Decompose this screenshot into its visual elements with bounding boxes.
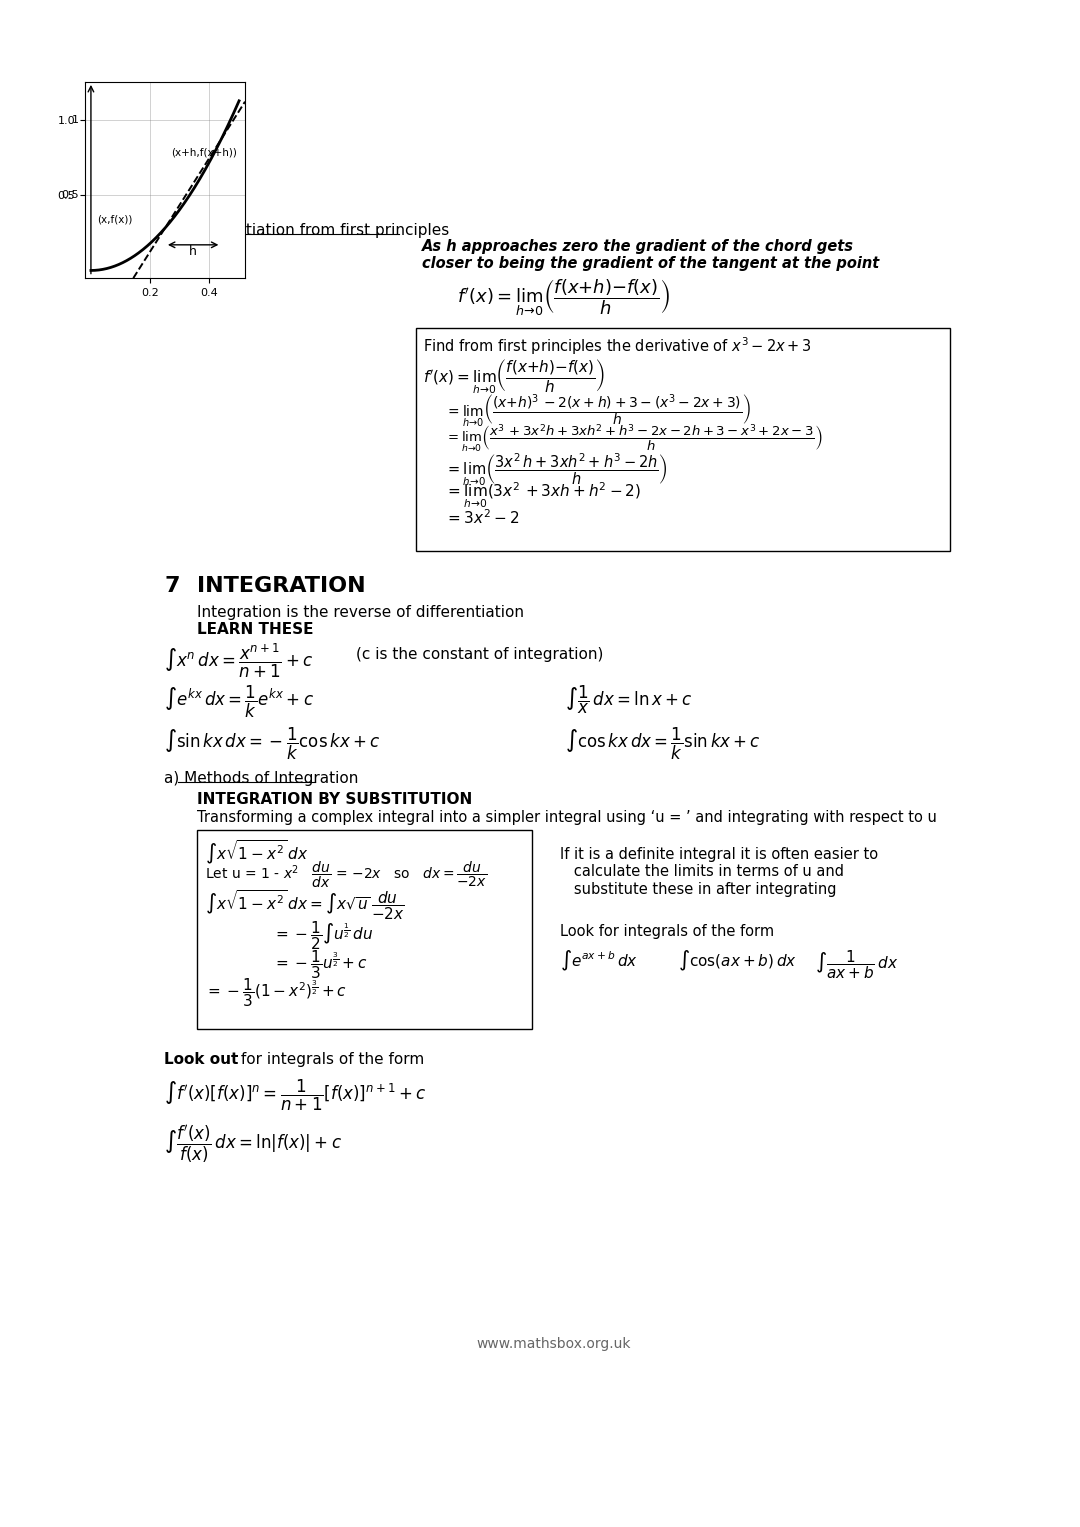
Text: 0.5: 0.5 [62, 189, 79, 200]
Text: If it is a definite integral it is often easier to
   calculate the limits in te: If it is a definite integral it is often… [559, 847, 878, 896]
Text: d) Differentiation from first principles: d) Differentiation from first principles [164, 223, 449, 238]
Text: $= \lim_{h \to 0}(3x^2 + 3xh + h^2 - 2)$: $= \lim_{h \to 0}(3x^2 + 3xh + h^2 - 2)$ [445, 479, 642, 510]
FancyBboxPatch shape [197, 831, 531, 1029]
Text: $\int x\sqrt{1-x^2}\, dx = \int x\sqrt{u}\,\dfrac{du}{-2x}$: $\int x\sqrt{1-x^2}\, dx = \int x\sqrt{u… [205, 889, 405, 922]
Text: $f'(x) = \lim_{h \to 0}\left(\dfrac{f(x+h)-f(x)}{h}\right)$: $f'(x) = \lim_{h \to 0}\left(\dfrac{f(x+… [457, 278, 670, 318]
Text: $f'(x) = \lim_{h \to 0}\left(\dfrac{f(x+h)-f(x)}{h}\right)$: $f'(x) = \lim_{h \to 0}\left(\dfrac{f(x+… [423, 357, 605, 395]
Text: $\int x\sqrt{1-x^2}\, dx$: $\int x\sqrt{1-x^2}\, dx$ [205, 840, 309, 867]
Text: a) Methods of Integration: a) Methods of Integration [164, 771, 359, 786]
Text: Look for integrals of the form: Look for integrals of the form [559, 924, 774, 939]
Text: 1: 1 [72, 115, 79, 125]
Text: Integration is the reverse of differentiation: Integration is the reverse of differenti… [197, 605, 524, 620]
Text: closer to being the gradient of the tangent at the point: closer to being the gradient of the tang… [422, 257, 879, 272]
Text: LEARN THESE: LEARN THESE [197, 621, 313, 637]
Text: As h approaches zero the gradient of the chord gets: As h approaches zero the gradient of the… [422, 238, 854, 253]
Text: $\int x^n\, dx = \dfrac{x^{n+1}}{n+1} + c$: $\int x^n\, dx = \dfrac{x^{n+1}}{n+1} + … [164, 643, 313, 681]
Text: 7: 7 [164, 576, 180, 596]
Text: $\int \dfrac{1}{x}\,dx = \ln x + c$: $\int \dfrac{1}{x}\,dx = \ln x + c$ [565, 684, 692, 716]
Text: $\int \cos(ax+b)\, dx$: $\int \cos(ax+b)\, dx$ [677, 948, 796, 973]
Text: $\int \cos kx\, dx = \dfrac{1}{k}\sin kx + c$: $\int \cos kx\, dx = \dfrac{1}{k}\sin kx… [565, 727, 761, 762]
Text: Look out: Look out [164, 1052, 239, 1067]
Text: INTEGRATION: INTEGRATION [197, 576, 366, 596]
Text: $\int e^{kx}\,dx = \dfrac{1}{k}e^{kx} + c$: $\int e^{kx}\,dx = \dfrac{1}{k}e^{kx} + … [164, 684, 314, 719]
Text: (x,f(x)): (x,f(x)) [97, 214, 132, 224]
Text: $\int e^{ax+b}\,dx$: $\int e^{ax+b}\,dx$ [559, 948, 637, 973]
Text: (c is the constant of integration): (c is the constant of integration) [356, 647, 604, 661]
Text: Find from first principles the derivative of $x^3 - 2x + 3$: Find from first principles the derivativ… [423, 336, 812, 357]
Text: $\int \dfrac{f'(x)}{f(x)}\, dx = \ln|f(x)| + c$: $\int \dfrac{f'(x)}{f(x)}\, dx = \ln|f(x… [164, 1124, 342, 1167]
Text: $\int f'(x)[f(x)]^n = \dfrac{1}{n+1}[f(x)]^{n+1} + c$: $\int f'(x)[f(x)]^n = \dfrac{1}{n+1}[f(x… [164, 1078, 427, 1113]
Text: www.mathsbox.org.uk: www.mathsbox.org.uk [476, 1336, 631, 1351]
FancyBboxPatch shape [416, 328, 950, 551]
Text: (x+h,f(x+h)): (x+h,f(x+h)) [171, 148, 237, 157]
Text: $= \lim_{h \to 0}\left(\dfrac{(x+h)^3-2(x+h)+3-(x^3-2x+3)}{h}\right)$: $= \lim_{h \to 0}\left(\dfrac{(x+h)^3-2(… [445, 392, 751, 431]
Text: $= -\dfrac{1}{2}\int u^{\frac{1}{2}}\, du$: $= -\dfrac{1}{2}\int u^{\frac{1}{2}}\, d… [273, 919, 374, 953]
Text: $= -\dfrac{1}{3}(1-x^2)^{\frac{3}{2}} + c$: $= -\dfrac{1}{3}(1-x^2)^{\frac{3}{2}} + … [205, 976, 347, 1009]
Text: $\int \dfrac{1}{ax+b}\,dx$: $\int \dfrac{1}{ax+b}\,dx$ [815, 948, 899, 982]
Text: $= \lim_{h \to 0}\left(\dfrac{x^3+3x^2h+3xh^2+h^3-2x-2h+3-x^3+2x-3}{h}\right)$: $= \lim_{h \to 0}\left(\dfrac{x^3+3x^2h+… [445, 421, 823, 454]
Text: Transforming a complex integral into a simpler integral using ‘u = ’ and integra: Transforming a complex integral into a s… [197, 809, 936, 825]
Text: for integrals of the form: for integrals of the form [235, 1052, 424, 1067]
Text: $= \lim_{h \to 0}\left(\dfrac{3x^2h+3xh^2+h^3-2h}{h}\right)$: $= \lim_{h \to 0}\left(\dfrac{3x^2h+3xh^… [445, 450, 667, 487]
Text: $= 3x^2 - 2$: $= 3x^2 - 2$ [445, 508, 519, 527]
Text: INTEGRATION BY SUBSTITUTION: INTEGRATION BY SUBSTITUTION [197, 791, 472, 806]
Text: h: h [189, 246, 197, 258]
Text: $= -\dfrac{1}{3}u^{\frac{3}{2}} + c$: $= -\dfrac{1}{3}u^{\frac{3}{2}} + c$ [273, 948, 368, 980]
Text: $\int \sin kx\, dx = -\dfrac{1}{k}\cos kx + c$: $\int \sin kx\, dx = -\dfrac{1}{k}\cos k… [164, 727, 381, 762]
Text: Let u = 1 - $x^2$   $\dfrac{du}{dx}$ = $-2x$   so   $dx=\dfrac{du}{-2x}$: Let u = 1 - $x^2$ $\dfrac{du}{dx}$ = $-2… [205, 860, 487, 890]
